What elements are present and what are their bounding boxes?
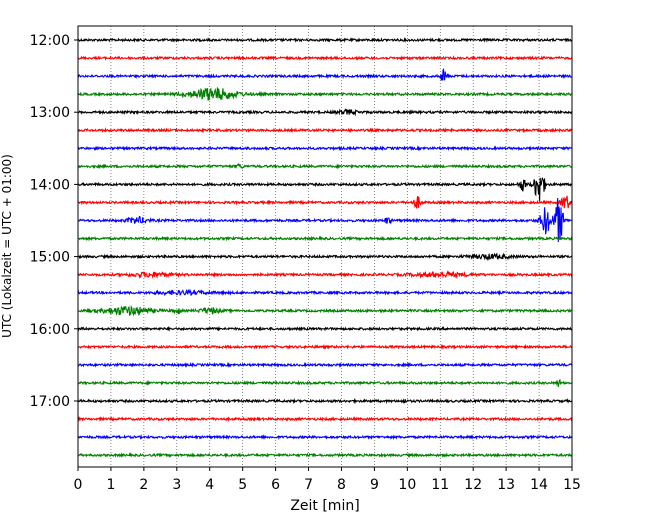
trace-1400 bbox=[77, 177, 573, 201]
x-tick-label: 4 bbox=[205, 477, 214, 493]
x-tick-label: 3 bbox=[172, 477, 181, 493]
trace-1545 bbox=[77, 305, 573, 317]
trace-1215 bbox=[77, 54, 573, 62]
trace-1745 bbox=[77, 452, 573, 459]
y-tick-label: 12:00 bbox=[30, 33, 70, 49]
trace-1445 bbox=[77, 235, 573, 242]
trace-1515 bbox=[77, 270, 573, 279]
trace-1645 bbox=[77, 378, 573, 387]
trace-1315 bbox=[77, 127, 573, 134]
y-tick-label: 14:00 bbox=[30, 177, 70, 193]
x-tick-label: 10 bbox=[398, 477, 416, 493]
y-tick-label: 16:00 bbox=[30, 322, 70, 338]
y-tick-label: 15:00 bbox=[30, 250, 70, 266]
trace-1300 bbox=[77, 108, 573, 117]
y-tick-label: 13:00 bbox=[30, 105, 70, 121]
trace-1530 bbox=[77, 288, 573, 297]
trace-1500 bbox=[77, 252, 573, 262]
trace-1200 bbox=[77, 36, 573, 44]
trace-1230 bbox=[77, 67, 573, 81]
trace-1730 bbox=[77, 433, 573, 441]
x-tick-label: 0 bbox=[74, 477, 83, 493]
x-tick-label: 6 bbox=[271, 477, 280, 493]
trace-1430 bbox=[77, 198, 573, 242]
x-tick-label: 8 bbox=[337, 477, 346, 493]
trace-1615 bbox=[77, 343, 573, 350]
trace-1700 bbox=[77, 397, 573, 405]
trace-1715 bbox=[77, 415, 573, 423]
x-tick-label: 15 bbox=[563, 477, 581, 493]
x-tick-label: 14 bbox=[530, 477, 548, 493]
trace-1600 bbox=[77, 325, 573, 332]
trace-1630 bbox=[77, 361, 573, 368]
x-tick-label: 12 bbox=[464, 477, 482, 493]
x-tick-label: 11 bbox=[431, 477, 449, 493]
trace-1245 bbox=[77, 87, 573, 101]
y-axis-ticks: 12:00 13:00 14:00 15:00 16:00 17:00 bbox=[30, 33, 78, 410]
x-axis-ticks: 0 1 2 3 4 5 6 7 8 9 10 11 12 13 14 15 bbox=[74, 467, 581, 493]
x-axis-label: Zeit [min] bbox=[290, 498, 359, 514]
x-tick-label: 5 bbox=[238, 477, 247, 493]
x-tick-label: 13 bbox=[497, 477, 515, 493]
x-tick-label: 9 bbox=[370, 477, 379, 493]
x-tick-label: 1 bbox=[106, 477, 115, 493]
y-axis-label: UTC (Lokalzeit = UTC + 01:00) bbox=[0, 154, 14, 338]
x-tick-label: 7 bbox=[304, 477, 313, 493]
plot-frame bbox=[77, 25, 573, 468]
trace-1415 bbox=[77, 195, 573, 209]
x-tick-label: 2 bbox=[139, 477, 148, 493]
trace-1345 bbox=[77, 162, 573, 170]
traces bbox=[77, 36, 573, 459]
y-tick-label: 17:00 bbox=[30, 394, 70, 410]
trace-1330 bbox=[77, 145, 573, 152]
